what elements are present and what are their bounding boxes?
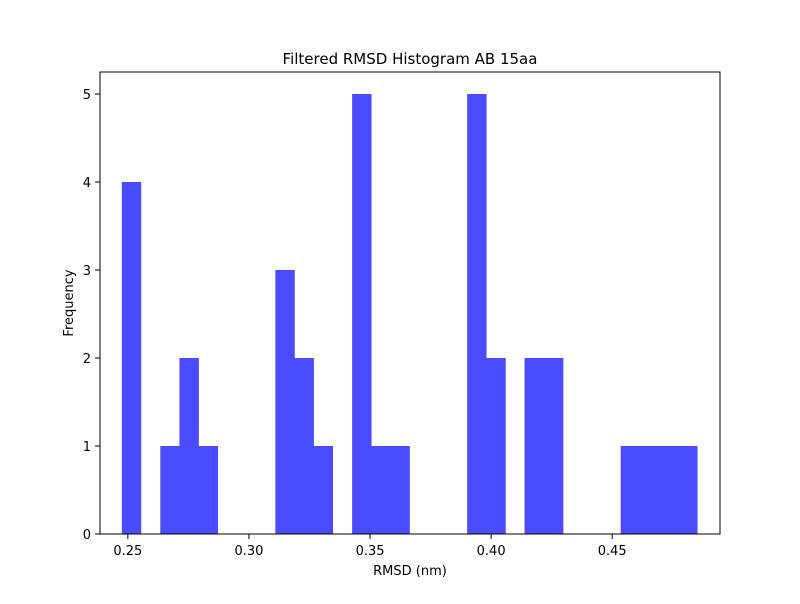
histogram-bar [486, 358, 506, 534]
y-tick-label: 5 [83, 88, 91, 103]
y-tick-label: 2 [83, 352, 91, 367]
histogram-bar [275, 270, 295, 534]
y-tick-label: 3 [83, 264, 91, 279]
histogram-bar [371, 446, 391, 534]
bars-group [121, 94, 698, 534]
y-axis: 0 1 2 3 4 5 [83, 88, 100, 543]
y-tick-label: 4 [83, 176, 91, 191]
histogram-bar [543, 358, 564, 534]
x-tick-label: 0.25 [113, 544, 142, 559]
histogram-bar [390, 446, 410, 534]
histogram-bar [160, 446, 180, 534]
x-axis-label: RMSD (nm) [373, 564, 447, 579]
histogram-bar [639, 446, 660, 534]
histogram-bar [121, 182, 142, 534]
x-tick-label: 0.40 [477, 544, 506, 559]
histogram-bar [352, 94, 372, 534]
histogram-bar [658, 446, 679, 534]
x-tick-label: 0.30 [234, 544, 263, 559]
x-axis: 0.25 0.30 0.35 0.40 0.45 [113, 534, 627, 559]
x-tick-label: 0.45 [598, 544, 627, 559]
histogram-bar [179, 358, 199, 534]
histogram-bar [313, 446, 334, 534]
y-axis-label: Frequency [62, 269, 77, 336]
histogram-bar [467, 94, 487, 534]
histogram-bar [294, 358, 314, 534]
histogram-bar [524, 358, 544, 534]
histogram-bar [620, 446, 641, 534]
histogram-bar [198, 446, 218, 534]
y-tick-label: 0 [83, 528, 91, 543]
y-tick-label: 1 [83, 440, 91, 455]
histogram-bar [678, 446, 698, 534]
x-tick-label: 0.35 [356, 544, 385, 559]
plot-frame [99, 71, 721, 535]
chart-title: Filtered RMSD Histogram AB 15aa [283, 50, 538, 68]
